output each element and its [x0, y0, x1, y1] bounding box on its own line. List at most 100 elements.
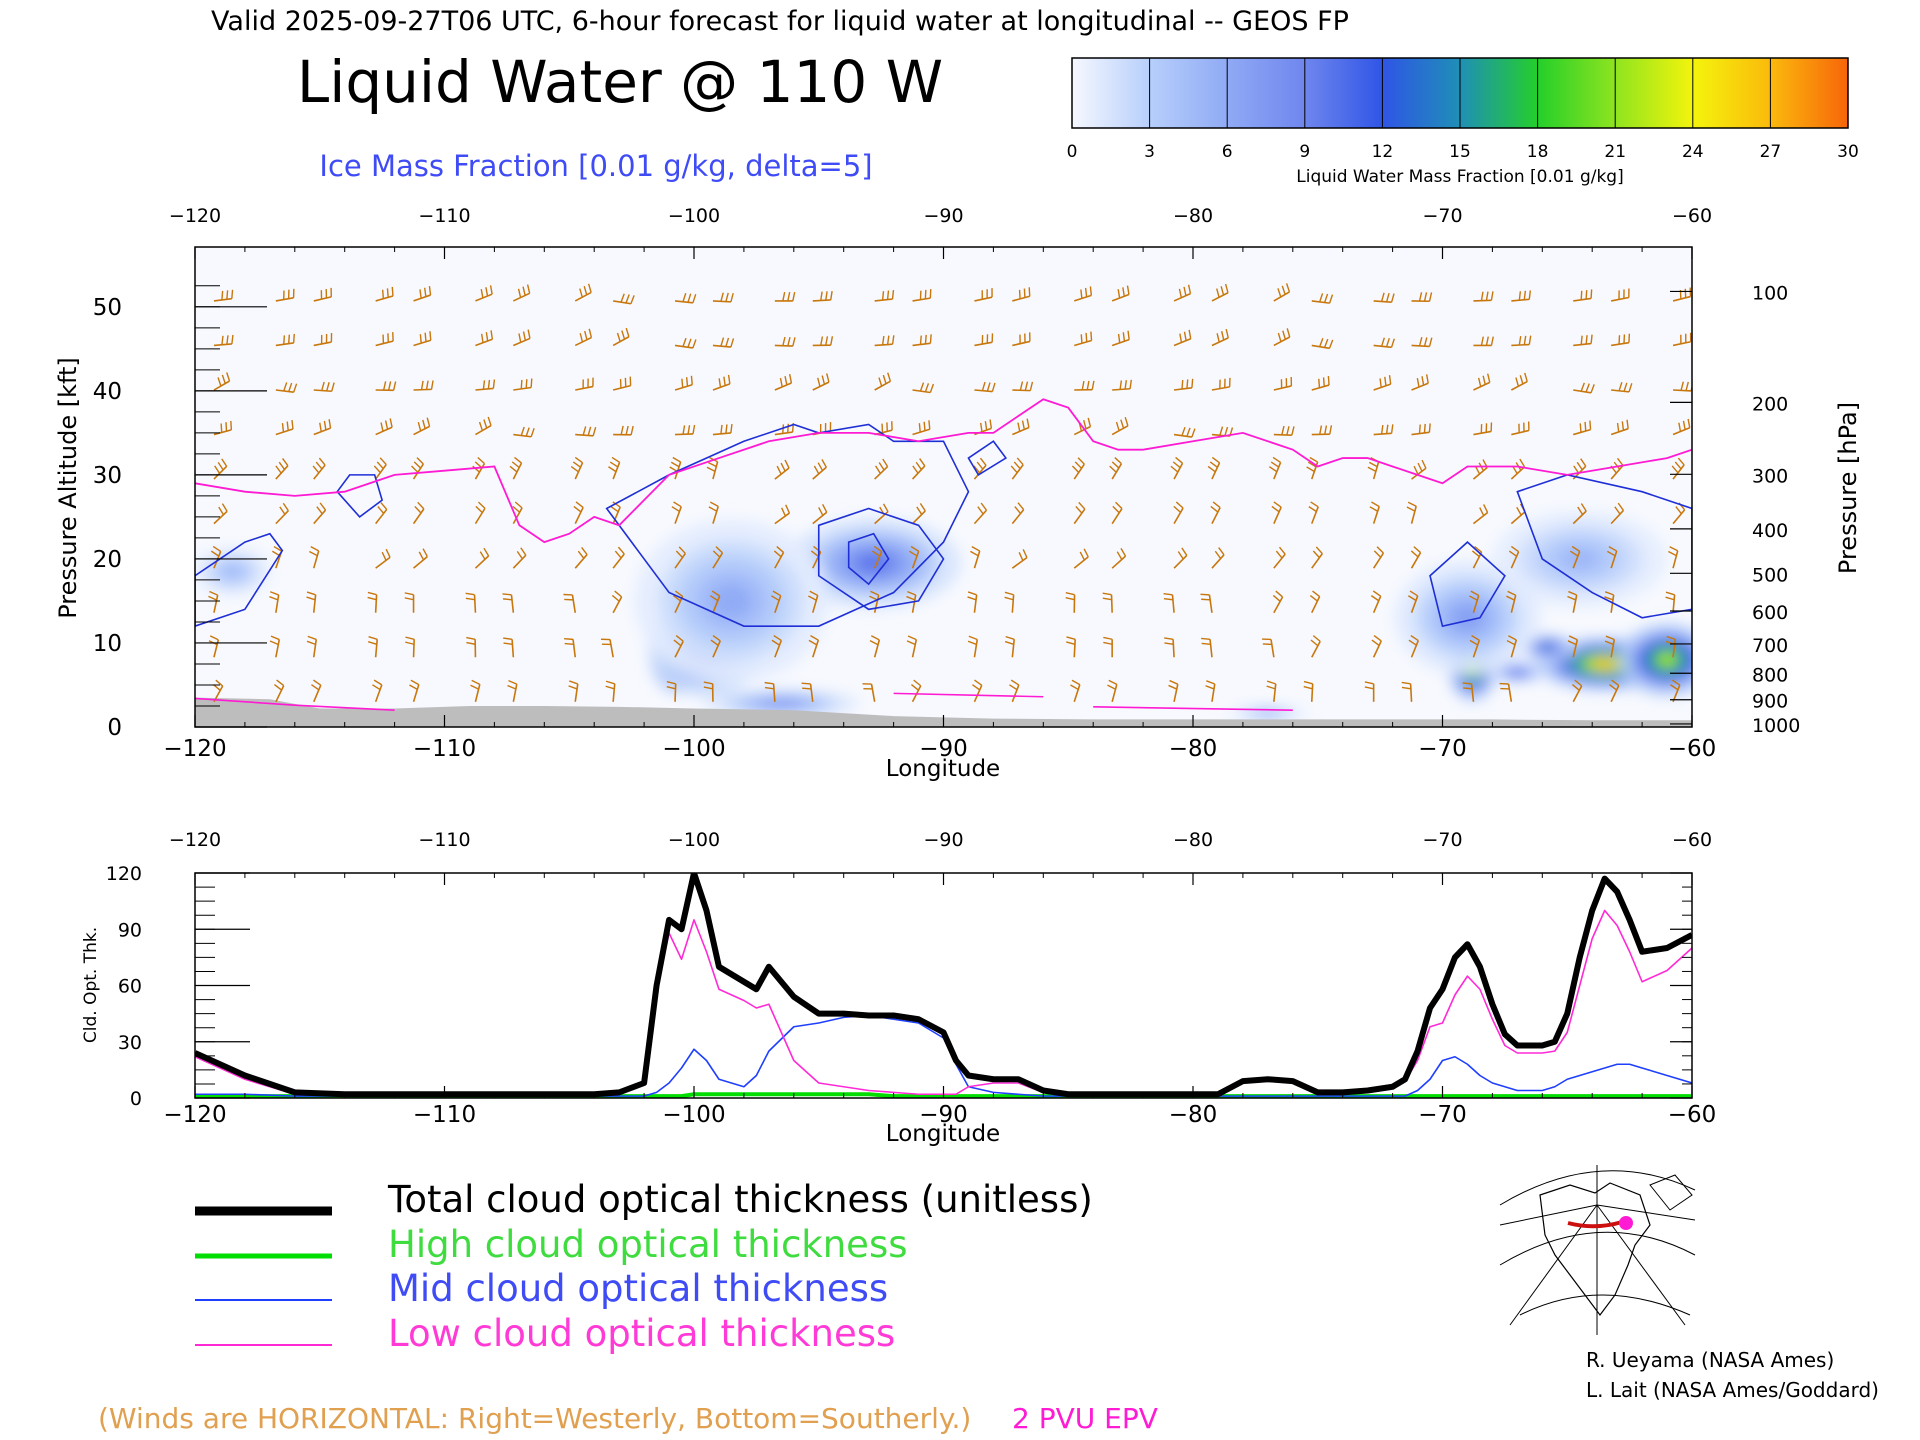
legend-label-high: High cloud optical thickness: [388, 1223, 908, 1266]
liquid-water-cell: [1512, 669, 1523, 676]
wind-barb: [1111, 330, 1130, 347]
wind-barb: [801, 682, 814, 702]
wind-barb: [874, 372, 892, 391]
wind-barb: [563, 593, 577, 613]
legend-label-mid: Mid cloud optical thickness: [388, 1267, 888, 1310]
wind-barb: [306, 635, 318, 658]
top-plot-frame: [194, 246, 1693, 728]
wind-barb: [1310, 635, 1321, 658]
wind-barb: [1411, 337, 1433, 348]
wind-barb: [1268, 456, 1282, 480]
bottom-x-tick-label: −120: [163, 1102, 226, 1128]
liquid-water-cell: [225, 567, 240, 576]
wind-barb: [912, 420, 931, 436]
bottom-x-tick-label: −60: [1668, 1102, 1717, 1128]
wind-barb: [1406, 501, 1417, 524]
wind-barb: [906, 590, 917, 613]
wind-barbs: [208, 283, 1692, 703]
wind-barb: [367, 591, 378, 613]
top-y2-tick-label: 400: [1752, 520, 1788, 542]
wind-barb: [1609, 679, 1620, 703]
ice-contour: [1516, 474, 1692, 619]
wind-barb: [673, 635, 684, 658]
locator-point: [1619, 1216, 1633, 1230]
wind-barb: [712, 292, 734, 303]
wind-barb: [1201, 637, 1213, 658]
colorbar-tick-label: 30: [1837, 142, 1859, 162]
wind-barb: [275, 288, 295, 302]
epv-near-surface: [195, 697, 395, 711]
top-y2-tick-label: 300: [1752, 465, 1788, 487]
wind-barb: [1672, 287, 1692, 302]
wind-barb: [709, 590, 721, 614]
wind-barb: [1411, 374, 1429, 391]
wind-barb: [674, 546, 687, 569]
wind-barb: [1670, 679, 1681, 703]
ice-contour: [817, 507, 945, 611]
bottom-x-tick-label-upper: −110: [418, 829, 470, 851]
wind-barb: [1472, 504, 1489, 525]
wind-barb: [1567, 635, 1579, 658]
wind-barb: [611, 590, 623, 614]
wind-barb: [774, 336, 796, 347]
top-x-tick-label-upper: −60: [1672, 205, 1712, 227]
wind-barb: [375, 502, 388, 525]
wind-barb: [1311, 425, 1333, 436]
wind-barb: [1271, 501, 1282, 524]
wind-barb: [1173, 284, 1192, 302]
wind-barb: [1311, 293, 1334, 304]
wind-barb: [213, 372, 231, 391]
top-x-tick-label-upper: −100: [668, 205, 720, 227]
wind-barb: [708, 501, 719, 524]
wind-barb: [1102, 592, 1113, 613]
wind-barb: [1012, 332, 1031, 347]
bottom-x-tick-label: −110: [413, 1102, 476, 1128]
wind-barb: [472, 456, 486, 480]
colorbar-segment: [1692, 58, 1771, 128]
wind-barb: [874, 290, 895, 302]
wind-barb: [1074, 380, 1095, 391]
wind-barb: [974, 333, 994, 347]
colorbar-segment: [1537, 58, 1616, 128]
wind-barb: [612, 546, 625, 569]
wind-barb: [1567, 590, 1578, 613]
wind-barb: [610, 501, 621, 524]
chart-subtitle: Ice Mass Fraction [0.01 g/kg, delta=5]: [319, 149, 872, 183]
colorbar-segment: [1227, 58, 1306, 128]
top-y-tick-label: 10: [93, 631, 122, 657]
wind-barb: [1407, 590, 1419, 613]
wind-barb: [513, 329, 531, 347]
bottom-x-tick-label: −80: [1169, 1102, 1218, 1128]
ice-contour: [847, 532, 890, 586]
wind-barb: [973, 502, 988, 525]
wind-barb: [1065, 592, 1076, 613]
wind-barb: [674, 375, 693, 391]
wind-barb: [906, 635, 918, 658]
top-x-tick-label: −100: [662, 736, 725, 762]
wind-barb: [564, 637, 577, 658]
wind-barb: [1012, 381, 1034, 392]
wind-barb: [1303, 680, 1314, 702]
wind-barb: [1173, 501, 1184, 525]
wind-barb: [1408, 634, 1420, 658]
wind-barb: [812, 373, 830, 391]
wind-barb: [605, 680, 616, 702]
epv-line: [195, 398, 1692, 711]
top-y2-tick-label: 1000: [1752, 715, 1800, 737]
wind-barb: [1004, 591, 1015, 613]
wind-barb: [1373, 337, 1395, 349]
wind-barb: [774, 504, 791, 525]
colorbar-segment: [1149, 58, 1228, 128]
wind-barb: [674, 337, 697, 349]
wind-barb: [1473, 373, 1491, 391]
colorbar: 0 3 6 9 12 15 18 21 24 27 30: [1067, 57, 1859, 162]
bottom-xaxis-label: Longitude: [886, 1121, 1000, 1147]
wind-barb: [313, 287, 332, 302]
wind-barb: [1309, 590, 1321, 614]
credit-line-2: L. Lait (NASA Ames/Goddard): [1586, 1378, 1879, 1402]
wind-barb: [1266, 680, 1277, 702]
wind-barb: [1273, 328, 1291, 347]
wind-barb: [1471, 545, 1483, 569]
wind-barb: [502, 593, 515, 613]
ice-contour: [195, 532, 284, 627]
